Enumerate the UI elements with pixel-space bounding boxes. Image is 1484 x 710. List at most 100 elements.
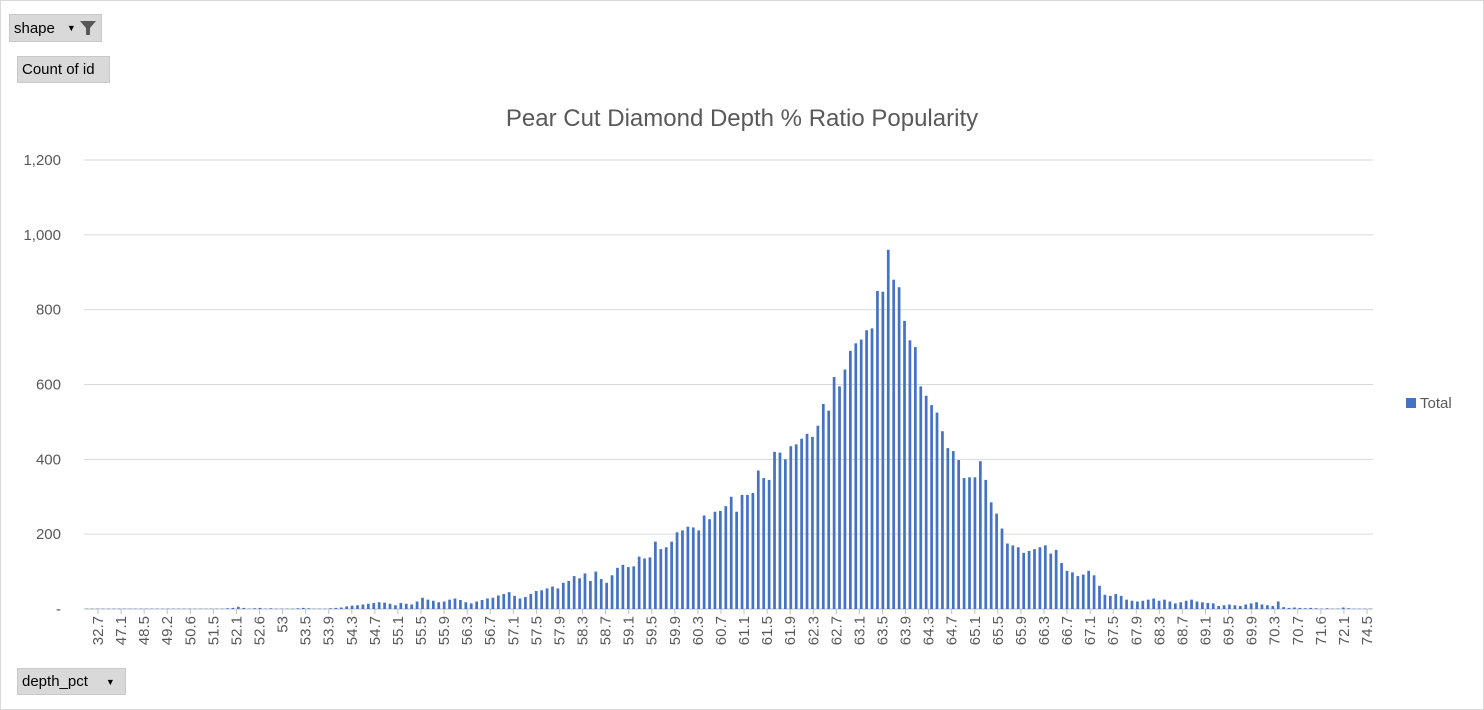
depth-pct-axis-button[interactable]: depth_pct ▼ — [17, 668, 126, 695]
y-tick-label: - — [56, 601, 61, 618]
bar — [366, 603, 370, 609]
bar — [821, 403, 825, 609]
bar — [1206, 603, 1210, 609]
bar — [1152, 598, 1156, 609]
bar — [394, 605, 397, 609]
x-tick-label: 59.5 — [644, 616, 661, 645]
bar — [231, 607, 235, 609]
bar — [1276, 601, 1280, 609]
bar — [773, 451, 776, 609]
bar — [480, 600, 484, 609]
bar — [800, 438, 803, 609]
bar — [421, 597, 424, 609]
bar — [691, 527, 695, 609]
bar — [1043, 545, 1047, 609]
bar — [383, 602, 386, 609]
bar — [426, 599, 430, 609]
bar — [941, 431, 944, 609]
bar — [242, 607, 246, 609]
bar — [1287, 607, 1291, 609]
bar — [410, 604, 414, 609]
x-tick-label: 67.1 — [1082, 616, 1099, 645]
bar — [729, 496, 733, 609]
bar — [957, 460, 961, 609]
bar — [1309, 607, 1313, 609]
x-tick-label: 56.3 — [459, 616, 476, 645]
bar — [1119, 595, 1123, 609]
x-tick-label: 54.3 — [344, 616, 361, 645]
bar — [995, 513, 998, 609]
x-tick-label: 63.5 — [874, 616, 891, 645]
bar — [746, 494, 749, 609]
bar — [334, 607, 338, 609]
bar — [534, 591, 538, 609]
bar — [237, 606, 240, 609]
bar — [556, 588, 560, 609]
bar — [789, 446, 793, 609]
bar — [843, 369, 847, 609]
bar — [838, 386, 841, 609]
x-tick-label: 49.2 — [159, 616, 176, 645]
bar — [524, 597, 527, 609]
legend: Total — [1406, 395, 1452, 412]
x-tick-label: 57.1 — [505, 616, 522, 645]
filter-funnel-icon — [79, 21, 96, 35]
bar — [870, 328, 874, 610]
count-of-id-button[interactable]: Count of id — [17, 56, 110, 83]
bar — [1163, 599, 1166, 609]
bar — [1266, 605, 1269, 609]
bar — [1146, 599, 1150, 609]
y-tick-label: 1,000 — [23, 227, 61, 244]
shape-filter-button[interactable]: shape ▼ — [9, 14, 102, 42]
x-tick-label: 66.7 — [1059, 616, 1076, 645]
x-tick-label: 69.5 — [1221, 616, 1238, 645]
bar — [513, 595, 516, 609]
x-tick-label: 63.9 — [898, 616, 915, 645]
gridlines — [84, 159, 1373, 610]
bar — [529, 594, 533, 609]
x-tick-label: 67.9 — [1128, 616, 1145, 645]
bar — [567, 580, 571, 609]
depth-pct-label: depth_pct — [22, 673, 88, 690]
bar — [431, 600, 435, 609]
bar — [345, 606, 349, 609]
bar — [1125, 599, 1128, 609]
bar — [1325, 608, 1329, 609]
bar — [903, 320, 906, 609]
bar — [919, 386, 923, 609]
bar — [697, 530, 701, 609]
x-tick-label: 71.6 — [1313, 616, 1330, 645]
x-tick-label: 67.5 — [1105, 616, 1122, 645]
bar — [816, 425, 820, 609]
bar — [719, 510, 722, 609]
bar — [404, 603, 408, 609]
bar — [475, 601, 479, 609]
bar — [491, 597, 495, 609]
bar — [1033, 549, 1036, 609]
count-of-id-label: Count of id — [22, 61, 95, 78]
bar — [762, 478, 766, 609]
bar — [1271, 606, 1275, 609]
bar — [984, 479, 988, 609]
bar — [372, 603, 376, 609]
x-tick-label: 69.9 — [1244, 616, 1261, 645]
x-tick-label: 61.5 — [759, 616, 776, 645]
x-tick-label: 50.6 — [182, 616, 199, 645]
bar — [1054, 549, 1058, 609]
legend-label: Total — [1420, 395, 1452, 412]
bar — [865, 330, 868, 609]
x-tick-label: 57.5 — [528, 616, 545, 645]
bar — [675, 532, 679, 609]
bar — [545, 588, 549, 609]
bar — [876, 290, 879, 609]
bar — [1157, 600, 1161, 609]
bar — [740, 494, 744, 609]
bar — [632, 566, 636, 609]
bar — [469, 603, 473, 609]
bar — [1006, 543, 1009, 609]
bar — [654, 541, 657, 609]
bar — [1233, 605, 1237, 609]
bar — [1027, 551, 1031, 609]
bar — [892, 279, 896, 609]
x-tick-label: 32.7 — [90, 616, 107, 645]
